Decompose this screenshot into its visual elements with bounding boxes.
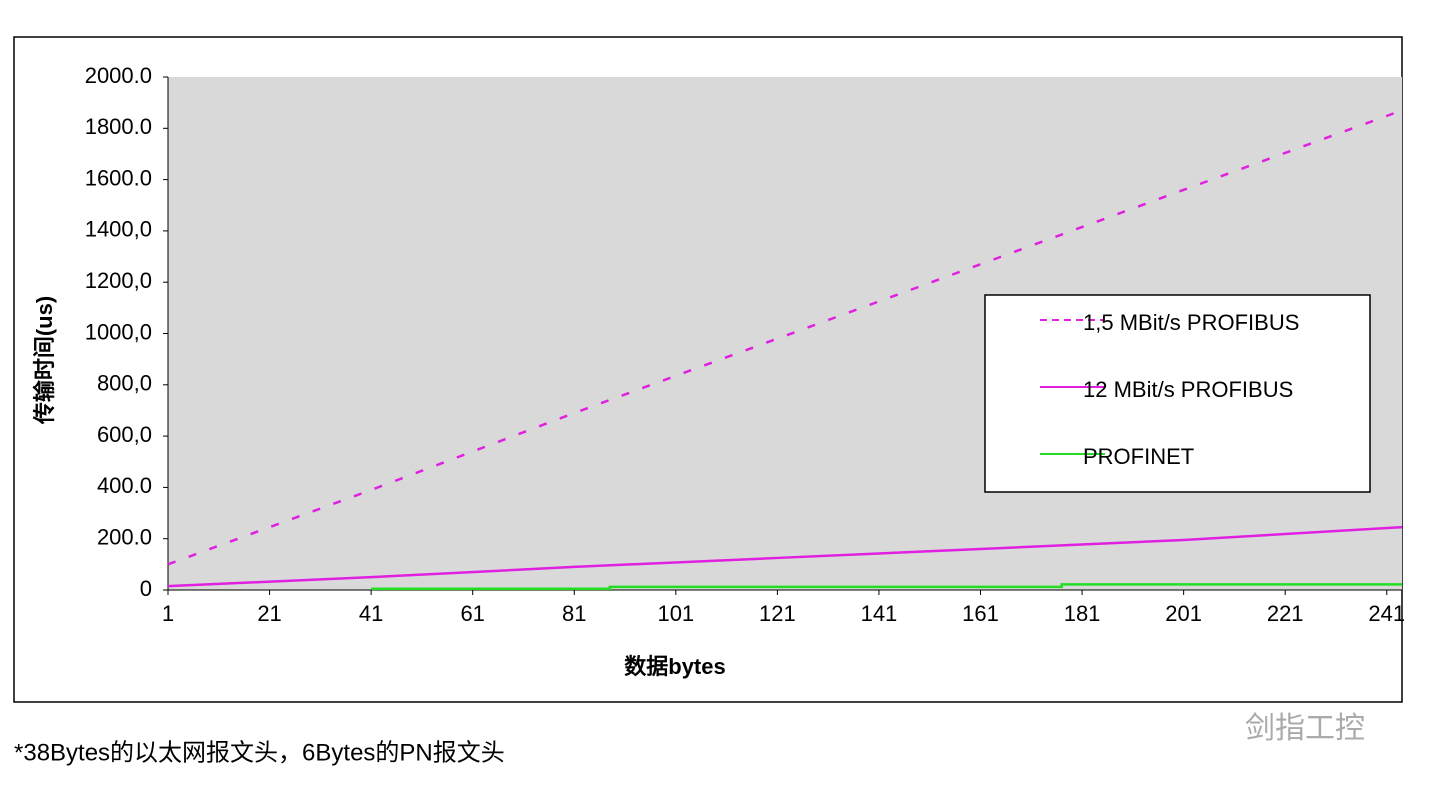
y-tick-label: 200.0 [97, 525, 152, 550]
y-tick-label: 600,0 [97, 422, 152, 447]
x-tick-label: 141 [861, 601, 898, 626]
x-tick-label: 21 [257, 601, 281, 626]
series-line [371, 583, 1402, 590]
x-tick-label: 221 [1267, 601, 1304, 626]
y-tick-label: 1800.0 [85, 114, 152, 139]
y-tick-label: 2000.0 [85, 63, 152, 88]
x-tick-label: 121 [759, 601, 796, 626]
footnote: *38Bytes的以太网报文头，6Bytes的PN报文头 [14, 739, 505, 766]
legend-label: PROFINET [1083, 444, 1194, 469]
x-tick-label: 81 [562, 601, 586, 626]
y-tick-label: 800,0 [97, 371, 152, 396]
y-tick-label: 400.0 [97, 473, 152, 498]
legend-label: 1,5 MBit/s PROFIBUS [1083, 310, 1299, 335]
x-tick-label: 181 [1064, 601, 1101, 626]
series-line [167, 109, 1403, 566]
y-tick-label: 1400,0 [85, 217, 152, 242]
x-tick-label: 101 [657, 601, 694, 626]
x-tick-label: 201 [1165, 601, 1202, 626]
y-tick-label: 0 [140, 576, 152, 601]
series-line [167, 525, 1403, 588]
x-tick-label: 241 [1368, 601, 1405, 626]
y-tick-label: 1000,0 [85, 319, 152, 344]
legend [984, 294, 1371, 493]
x-tick-label: 1 [162, 601, 174, 626]
watermark: 剑指工控 [1245, 712, 1365, 745]
x-tick-label: 41 [359, 601, 383, 626]
x-tick-label: 161 [962, 601, 999, 626]
y-axis-title: 传输时间(us) [32, 296, 57, 425]
y-tick-label: 1600.0 [85, 165, 152, 190]
legend-label: 12 MBit/s PROFIBUS [1083, 377, 1293, 402]
x-axis-title: 数据bytes [624, 654, 725, 679]
x-tick-label: 61 [460, 601, 484, 626]
y-tick-label: 1200,0 [85, 268, 152, 293]
